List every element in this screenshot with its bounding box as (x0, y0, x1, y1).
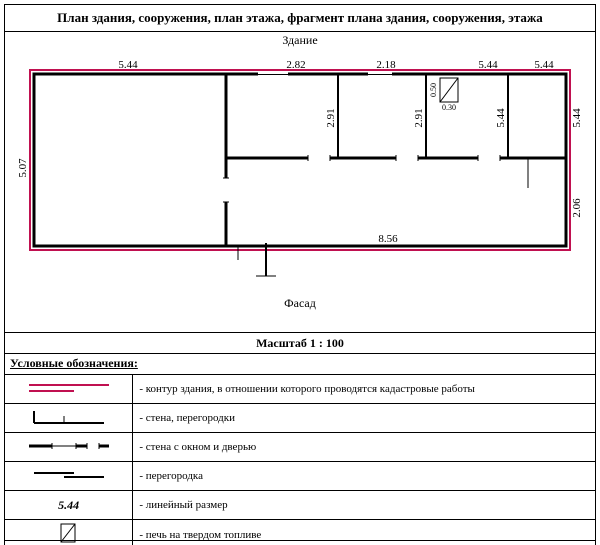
dim-bottom: 8.56 (378, 233, 398, 245)
dim-top4: 5.44 (478, 59, 498, 71)
legend-sym-opening (5, 433, 133, 462)
legend-sym-wall (5, 404, 133, 433)
legend-desc: - стена с окном и дверью (133, 433, 596, 462)
legend-row-outline: - контур здания, в отношении которого пр… (5, 375, 596, 404)
legend-row-dim: 5.44 - линейный размер (5, 491, 596, 520)
legend-sym-dim: 5.44 (5, 491, 133, 520)
legend-row-opening: - стена с окном и дверью (5, 433, 596, 462)
page-subtitle: Здание (4, 33, 596, 48)
page-title: План здания, сооружения, план этажа, фра… (4, 5, 596, 32)
dim-top2: 2.82 (286, 59, 305, 71)
legend-desc: - печь на твердом топливе (133, 520, 596, 545)
dim-h-small: 5.44 (495, 108, 507, 128)
legend-desc: - стена, перегородки (133, 404, 596, 433)
legend-sym-outline (5, 375, 133, 404)
legend-row-partition: - перегородка (5, 462, 596, 491)
dim-stove-h: 0.50 (429, 83, 438, 97)
legend-row-wall: - стена, перегородки (5, 404, 596, 433)
scale-row: Масштаб 1 : 100 (4, 332, 596, 354)
dim-right-u: 5.44 (571, 108, 583, 128)
dim-top5: 5.44 (534, 59, 554, 71)
dim-left: 5.07 (17, 158, 29, 178)
legend-desc: - перегородка (133, 462, 596, 491)
dim-h-a: 2.91 (325, 108, 337, 127)
legend-desc: - линейный размер (133, 491, 596, 520)
dim-top3: 2.18 (376, 59, 396, 71)
legend-title: Условные обозначения: (10, 356, 138, 371)
page-root: План здания, сооружения, план этажа, фра… (0, 0, 600, 545)
legend-row-stove: - печь на твердом топливе (5, 520, 596, 545)
legend-table: - контур здания, в отношении которого пр… (4, 374, 596, 545)
legend-sym-stove (5, 520, 133, 545)
dim-stove-w: 0.30 (442, 103, 456, 112)
legend-sym-partition (5, 462, 133, 491)
facade-label: Фасад (0, 296, 600, 311)
dim-top1: 5.44 (118, 59, 138, 71)
legend-desc: - контур здания, в отношении которого пр… (133, 375, 596, 404)
dim-right-l: 2.06 (571, 198, 583, 218)
dim-h-b: 2.91 (413, 108, 425, 127)
floor-plan: 5.44 2.82 2.18 5.44 5.44 5.07 2.91 2.91 … (8, 48, 592, 308)
